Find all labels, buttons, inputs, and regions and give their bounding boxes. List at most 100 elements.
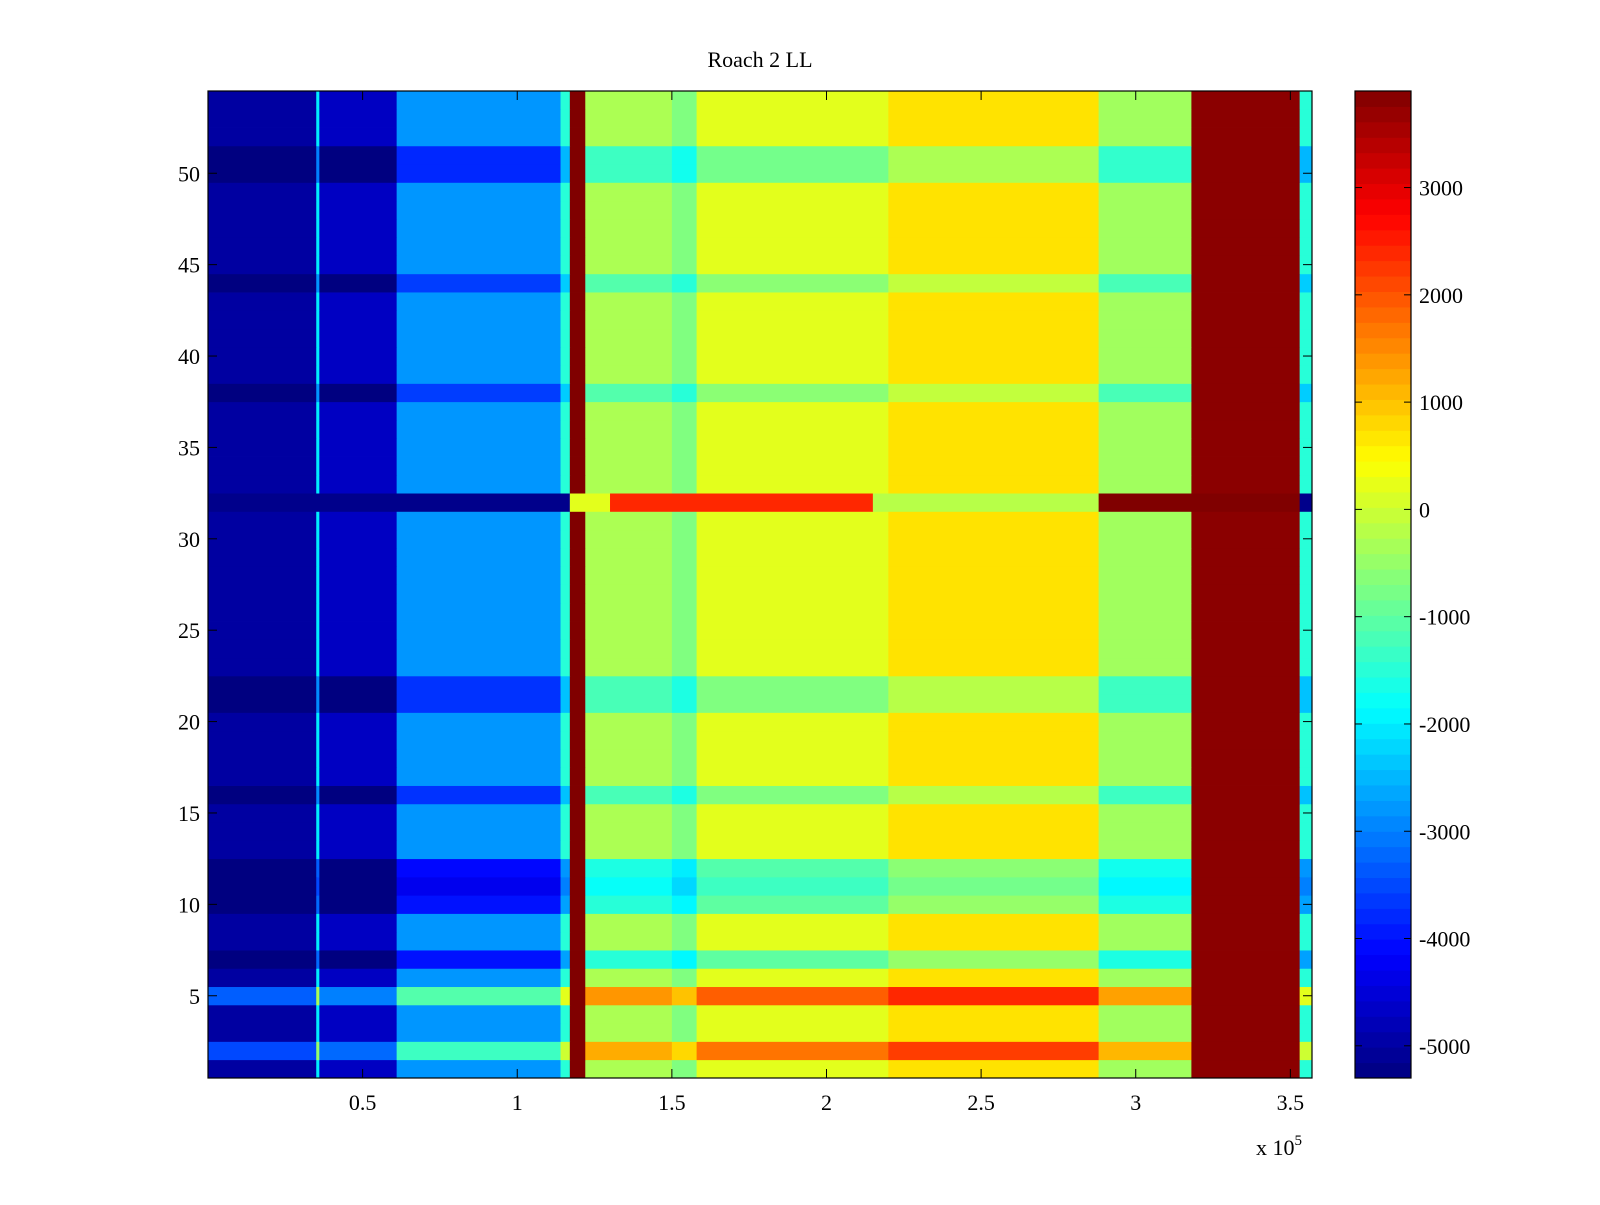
colorbar-swatch xyxy=(1355,137,1411,154)
heatmap-cell xyxy=(569,91,586,110)
heatmap-cell xyxy=(1191,621,1301,640)
heatmap-cell xyxy=(316,822,320,841)
heatmap-cell xyxy=(696,767,889,786)
heatmap-cell xyxy=(585,109,673,128)
heatmap-cell xyxy=(208,200,317,220)
heatmap-cell xyxy=(316,950,320,969)
heatmap-cell xyxy=(569,566,586,585)
heatmap-cell xyxy=(396,895,561,914)
y-axis: 5 10 15 20 25 30 35 40 45 50 xyxy=(178,161,1312,1009)
colorbar-swatch xyxy=(1355,522,1411,539)
heatmap-cell xyxy=(585,858,673,878)
heatmap-cell xyxy=(888,292,1100,311)
heatmap-cell xyxy=(888,273,1100,293)
colorbar-swatch xyxy=(1355,461,1411,478)
heatmap-cell xyxy=(560,474,571,494)
heatmap-cell xyxy=(1191,547,1301,567)
heatmap-cell xyxy=(1191,749,1301,768)
colorbar-swatch xyxy=(1355,430,1411,447)
heatmap-cell xyxy=(569,346,586,366)
heatmap-cell xyxy=(888,602,1100,622)
heatmap-cell xyxy=(396,1023,561,1042)
heatmap-cell xyxy=(888,164,1100,183)
heatmap-cell xyxy=(1098,694,1192,713)
heatmap-cell xyxy=(569,785,586,805)
heatmap-cell xyxy=(888,566,1100,585)
heatmap-cell xyxy=(696,712,889,732)
colorbar-tick-label: -3000 xyxy=(1419,819,1470,844)
colorbar-swatch xyxy=(1355,784,1411,801)
colorbar-swatch xyxy=(1355,846,1411,863)
heatmap-cell xyxy=(560,621,571,640)
heatmap-cell xyxy=(1299,694,1312,713)
heatmap-cell xyxy=(208,237,317,256)
heatmap-cell xyxy=(585,694,673,713)
heatmap-cell xyxy=(888,950,1100,969)
heatmap-cell xyxy=(1299,1004,1312,1024)
heatmap-cell xyxy=(585,456,673,476)
heatmap-cell xyxy=(671,182,698,202)
heatmap-cell xyxy=(696,328,889,348)
heatmap-cell xyxy=(1299,493,1312,512)
heatmap-cell xyxy=(569,1023,586,1042)
heatmap-cell xyxy=(888,200,1100,220)
heatmap-cell xyxy=(560,383,571,403)
heatmap-cell xyxy=(319,968,398,988)
heatmap-cell xyxy=(208,657,317,677)
heatmap-cell xyxy=(208,493,571,512)
heatmap-cell xyxy=(585,767,673,786)
heatmap-cell xyxy=(569,438,586,457)
heatmap-cell xyxy=(585,785,673,805)
heatmap-cell xyxy=(1191,602,1301,622)
colorbar-swatch xyxy=(1355,229,1411,246)
colorbar-tick-label: 0 xyxy=(1419,497,1430,522)
heatmap-cell xyxy=(1299,547,1312,567)
heatmap-cell xyxy=(671,858,698,878)
heatmap-cell xyxy=(1191,968,1301,988)
x-tick-label: 3.5 xyxy=(1277,1090,1305,1115)
heatmap-cell xyxy=(671,218,698,238)
heatmap-cell xyxy=(208,547,317,567)
heatmap-cell xyxy=(396,182,561,202)
heatmap-cell xyxy=(319,346,398,366)
heatmap-cell xyxy=(208,164,317,183)
x-tick-label: 0.5 xyxy=(349,1090,377,1115)
heatmap-cell xyxy=(319,858,398,878)
heatmap-cell xyxy=(671,1041,698,1061)
heatmap-cell xyxy=(396,420,561,439)
heatmap-cell xyxy=(1098,164,1192,183)
heatmap-cell xyxy=(1191,694,1301,713)
heatmap-cell xyxy=(1191,712,1301,732)
heatmap-cell xyxy=(888,529,1100,549)
colorbar-swatch xyxy=(1355,723,1411,740)
heatmap-cell xyxy=(1098,749,1192,768)
colorbar-swatch xyxy=(1355,892,1411,909)
heatmap-cell xyxy=(208,529,317,549)
heatmap-cell xyxy=(1191,292,1301,311)
heatmap-cell xyxy=(208,694,317,713)
heatmap-cell xyxy=(1191,273,1301,293)
heatmap-cell xyxy=(319,109,398,128)
heatmap-cell xyxy=(319,420,398,439)
heatmap-cell xyxy=(888,986,1100,1006)
heatmap-cell xyxy=(569,547,586,567)
colorbar-swatch xyxy=(1355,754,1411,771)
heatmap-cell xyxy=(671,346,698,366)
heatmap-cell xyxy=(208,218,317,238)
heatmap-cell xyxy=(1299,858,1312,878)
colorbar-swatch xyxy=(1355,91,1411,107)
heatmap-cell xyxy=(610,493,874,512)
heatmap-cell xyxy=(560,401,571,421)
heatmap-cell xyxy=(316,1059,320,1078)
heatmap-cell xyxy=(696,675,889,695)
heatmap-cell xyxy=(316,346,320,366)
heatmap-cell xyxy=(319,182,398,202)
heatmap-cell xyxy=(208,145,317,165)
heatmap-cell xyxy=(569,822,586,841)
x-tick-label: 1.5 xyxy=(658,1090,686,1115)
heatmap-cell xyxy=(888,346,1100,366)
heatmap-cell xyxy=(1098,91,1192,110)
heatmap-cell xyxy=(1191,255,1301,275)
heatmap-cell xyxy=(888,255,1100,275)
heatmap-cell xyxy=(396,694,561,713)
